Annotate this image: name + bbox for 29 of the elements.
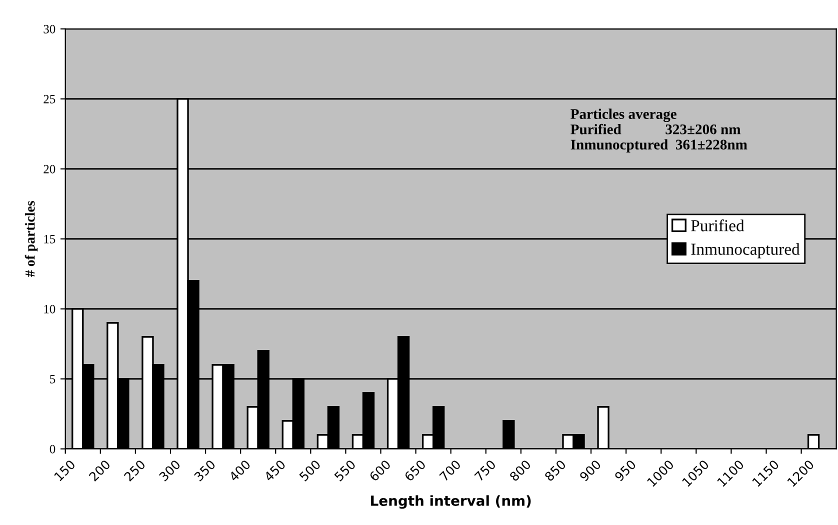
y-tick-label: 5 (50, 375, 56, 384)
x-tick-label: 900 (579, 459, 602, 482)
x-tick-label: 750 (474, 459, 496, 482)
x-tick-label: 150 (54, 459, 76, 482)
y-tick-label: 15 (44, 234, 56, 244)
y-tick-label: 25 (44, 94, 56, 104)
y-tick-label: 10 (44, 304, 56, 314)
y-tick-label: 0 (50, 444, 56, 454)
annotation: Particles average Purified 323±206 nm Inmunocptured 361±228nm (570, 108, 748, 153)
x-tick-label: 550 (334, 459, 356, 482)
x-tick-label: 950 (614, 459, 636, 482)
x-tick-label: 350 (194, 459, 216, 482)
legend-label: Purified (691, 219, 744, 232)
x-tick-label: 250 (124, 459, 146, 482)
legend-label: Inmunocaptured (691, 243, 800, 258)
y-tick-label: 20 (44, 164, 56, 174)
x-tick-label: 700 (439, 459, 462, 482)
y-axis-title: # of particles (24, 201, 38, 277)
x-tick-label: 800 (508, 459, 532, 482)
x-tick-label: 450 (264, 459, 286, 482)
x-tick-label: 600 (368, 459, 392, 482)
x-tick-label: 200 (88, 459, 111, 482)
x-tick-label: 500 (298, 459, 322, 482)
y-tick-label: 30 (44, 24, 56, 34)
x-tick-label: 850 (544, 459, 566, 482)
x-axis-title: Length interval (nm) (371, 495, 531, 509)
x-tick-label: 400 (228, 459, 251, 482)
x-tick-label: 650 (404, 459, 426, 482)
x-tick-label: 300 (158, 459, 181, 482)
